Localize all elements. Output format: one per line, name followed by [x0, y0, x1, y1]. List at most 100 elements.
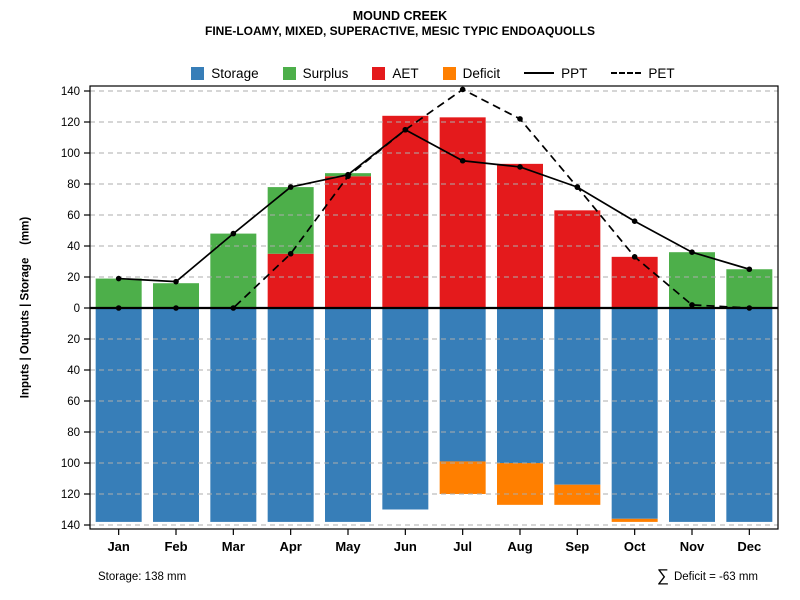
bar-deficit-Aug — [497, 463, 543, 505]
deficit-annotation: ∑ Deficit = -63 mm — [656, 566, 758, 587]
y-tick-label-100: 100 — [61, 148, 80, 160]
y-tick-label--140: 140 — [61, 520, 80, 532]
marker-pet-Sep — [574, 184, 581, 190]
y-tick-label-120: 120 — [61, 117, 80, 129]
line-ppt — [118, 128, 750, 283]
bar-surplus-Apr — [267, 187, 314, 254]
y-tick-label-140: 140 — [61, 86, 80, 98]
chart-subtitle: FINE-LOAMY, MIXED, SUPERACTIVE, MESIC TY… — [204, 24, 596, 38]
legend-item-pet: PET — [611, 65, 675, 81]
bar-aet-Jun — [382, 115, 429, 308]
chart-title: MOUND CREEK — [352, 9, 448, 23]
bar-aet-Jul — [439, 117, 486, 308]
legend-item-ppt: PPT — [524, 66, 587, 81]
marker-ppt-Mar — [230, 230, 237, 237]
legend-line-ppt — [524, 72, 555, 74]
marker-pet-Jan — [115, 305, 122, 311]
marker-pet-Feb — [173, 305, 179, 311]
x-axis-label-Jul: Jul — [453, 539, 472, 554]
y-axis: 140 120 100 80 60 40 20 0 20 40 60 80 100 120 140 — [61, 86, 90, 532]
bars-group — [95, 115, 773, 522]
bar-surplus-Nov — [669, 252, 715, 308]
bar-storage-Jan — [95, 308, 142, 522]
bar-surplus-Feb — [153, 283, 199, 308]
y-tick-label-80: 80 — [67, 179, 80, 191]
bar-aet-Apr — [267, 253, 314, 308]
chart-legend: Storage Surplus AET Deficit PPT PET — [88, 62, 778, 84]
y-tick-label-0: 0 — [74, 303, 80, 315]
bar-storage-Mar — [210, 308, 257, 522]
bar-aet-Oct — [611, 256, 658, 308]
x-axis-label-Dec: Dec — [737, 539, 761, 554]
marker-ppt-Oct — [631, 218, 638, 224]
legend-swatch-surplus — [282, 66, 296, 80]
y-tick-label-20: 20 — [67, 272, 80, 284]
marker-pet-Oct — [631, 254, 638, 260]
legend-label-pet: PET — [648, 65, 675, 81]
y-tick-label--20: 20 — [67, 334, 80, 346]
y-tick-label-40: 40 — [67, 241, 80, 253]
bar-deficit-Sep — [554, 484, 601, 505]
bar-storage-Sep — [554, 308, 601, 485]
legend-swatch-deficit — [442, 66, 456, 80]
x-axis-label-Sep: Sep — [565, 539, 589, 554]
lines-group — [115, 86, 753, 311]
legend-item-surplus: Surplus — [282, 66, 348, 81]
x-axis-label-May: May — [335, 539, 361, 554]
bar-storage-Oct — [611, 308, 658, 519]
bar-surplus-Jan — [95, 278, 142, 308]
bar-deficit-Jul — [439, 461, 486, 494]
bar-storage-Jun — [382, 308, 429, 510]
bar-storage-May — [325, 308, 371, 522]
legend-swatch-storage — [191, 66, 205, 80]
gridlines-group — [90, 90, 778, 526]
x-axis-label-Oct: Oct — [624, 539, 646, 554]
bar-storage-Jul — [439, 308, 486, 462]
marker-pet-Mar — [230, 305, 237, 311]
marker-pet-Apr — [287, 250, 294, 257]
legend-label-deficit: Deficit — [462, 65, 501, 81]
bar-storage-Feb — [153, 308, 199, 522]
marker-ppt-Apr — [287, 184, 294, 190]
y-tick-label-60: 60 — [67, 210, 80, 222]
y-tick-label--60: 60 — [67, 396, 80, 408]
x-axis-label-Nov: Nov — [680, 539, 705, 554]
marker-pet-Aug — [517, 116, 523, 122]
bar-aet-May — [325, 176, 371, 308]
x-axis-label-Jan: Jan — [107, 539, 129, 554]
x-axis-label-Jun: Jun — [394, 539, 417, 554]
legend-label-ppt: PPT — [561, 65, 588, 81]
marker-pet-Dec — [746, 305, 753, 311]
legend-item-deficit: Deficit — [442, 65, 501, 81]
line-pet — [118, 88, 750, 309]
sigma-symbol: ∑ — [656, 566, 669, 585]
marker-ppt-Aug — [517, 164, 523, 170]
storage-annotation: Storage: 138 mm — [98, 571, 187, 583]
legend-item-storage: Storage — [191, 65, 259, 81]
legend-label-aet: AET — [392, 65, 419, 81]
bar-surplus-Mar — [210, 233, 257, 308]
y-tick-label--40: 40 — [67, 365, 80, 377]
marker-pet-Nov — [689, 302, 695, 308]
marker-ppt-Dec — [746, 266, 753, 273]
bar-storage-Apr — [267, 308, 314, 522]
y-tick-label--120: 120 — [61, 489, 80, 501]
marker-ppt-Nov — [689, 249, 695, 255]
marker-pet-May — [345, 173, 351, 180]
marker-pet-Jun — [402, 126, 409, 133]
x-axis: Jan Feb Mar Apr May Jun Jul Aug Sep Oct Nov Dec — [107, 529, 761, 554]
x-axis-label-Mar: Mar — [222, 539, 245, 554]
bar-storage-Aug — [497, 308, 543, 463]
legend-label-storage: Storage — [211, 65, 259, 81]
legend-item-aet: AET — [372, 65, 419, 81]
bar-aet-Aug — [497, 163, 543, 308]
y-tick-label--80: 80 — [67, 427, 80, 439]
marker-pet-Jul — [459, 86, 466, 93]
deficit-total-text: Deficit = -63 mm — [673, 571, 758, 583]
marker-ppt-Feb — [173, 278, 179, 285]
bar-storage-Nov — [669, 308, 715, 522]
bar-storage-Dec — [726, 308, 773, 522]
x-axis-label-Aug: Aug — [507, 539, 532, 554]
y-tick-label--100: 100 — [61, 458, 80, 470]
